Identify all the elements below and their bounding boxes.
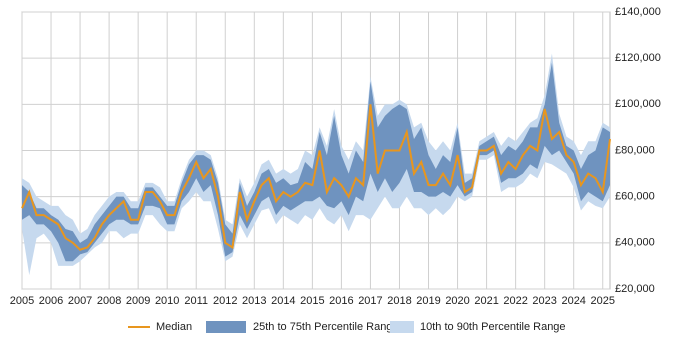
x-tick-label: 2024 [561,295,585,307]
y-tick-label: £100,000 [615,98,661,110]
x-tick-label: 2023 [532,295,556,307]
y-tick-label: £60,000 [615,191,655,203]
x-tick-label: 2016 [329,295,353,307]
x-tick-label: 2008 [97,295,121,307]
y-tick-label: £80,000 [615,144,655,156]
x-tick-label: 2007 [68,295,92,307]
y-tick-label: £120,000 [615,52,661,64]
x-tick-label: 2005 [10,295,34,307]
legend-swatch [206,321,246,333]
x-tick-label: 2018 [387,295,411,307]
x-tick-label: 2020 [445,295,469,307]
median-line [21,104,611,251]
percentile-band [22,62,610,262]
x-tick-label: 2014 [271,295,295,307]
x-tick-label: 2021 [474,295,498,307]
y-tick-label: £40,000 [615,237,655,249]
y-tick-label: £20,000 [615,283,655,295]
legend-label: 25th to 75th Percentile Range [253,321,399,333]
x-tick-label: 2009 [126,295,150,307]
legend-label: 10th to 90th Percentile Range [420,321,566,333]
x-tick-label: 2025 [590,295,614,307]
x-tick-label: 2006 [39,295,63,307]
x-tick-label: 2022 [503,295,527,307]
x-tick-label: 2013 [242,295,266,307]
x-tick-label: 2019 [416,295,440,307]
legend-swatch [390,321,414,333]
x-tick-label: 2011 [184,295,208,307]
y-tick-label: £140,000 [615,6,661,18]
x-tick-label: 2015 [300,295,324,307]
x-tick-label: 2012 [213,295,237,307]
legend-label: Median [156,321,192,333]
x-tick-label: 2017 [358,295,382,307]
x-tick-label: 2010 [155,295,179,307]
